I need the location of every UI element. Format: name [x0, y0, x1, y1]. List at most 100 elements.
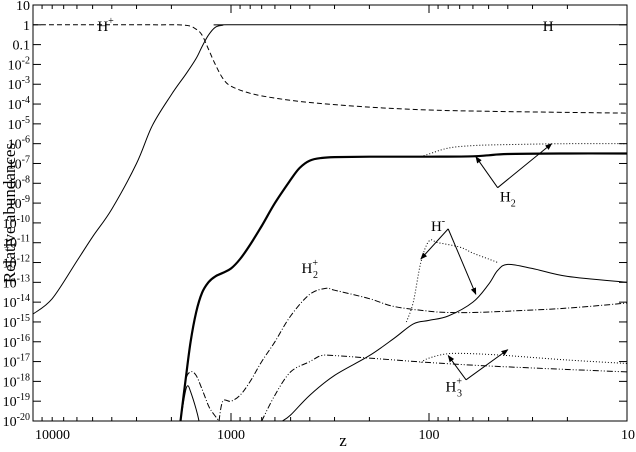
y-tick-base: 10	[3, 217, 17, 232]
annotation-arrow	[465, 349, 509, 381]
y-tick-exponent: -16	[17, 333, 30, 344]
annotation-sub: 2	[511, 199, 516, 210]
y-tick-exponent: -14	[17, 293, 30, 304]
y-tick-exponent: -2	[22, 55, 30, 66]
y-tick-label: 10	[16, 0, 30, 14]
y-tick-exponent: -15	[17, 313, 30, 324]
annotation-sup: +	[456, 377, 462, 388]
series-line-h2-thick	[179, 152, 628, 422]
y-tick-label: 10-12	[3, 254, 30, 272]
y-tick-label: 1	[23, 19, 30, 34]
annotation-base: H	[97, 19, 108, 35]
annotation-label: H+ 2	[302, 258, 319, 281]
annotation-arrow	[447, 228, 477, 295]
series-line-h3-dashdotdot	[261, 354, 628, 422]
annotation-label: H	[543, 19, 554, 35]
x-tick-label: 100	[419, 428, 440, 443]
y-tick-label: 10-5	[8, 115, 30, 133]
annotation-base: H	[302, 261, 313, 277]
x-axis-title: z	[339, 431, 347, 450]
annotation-arrow	[475, 156, 499, 188]
y-tick-base: 10	[8, 58, 22, 73]
y-tick-exponent: -13	[17, 273, 30, 284]
annotation-sup: +	[108, 16, 114, 27]
y-tick-label: 10-15	[3, 313, 30, 331]
y-tick-base: 10	[3, 257, 17, 272]
y-tick-exponent: -11	[17, 234, 30, 245]
series-line-h-	[282, 263, 628, 422]
y-tick-base: 10	[3, 336, 17, 351]
series-layer	[32, 24, 628, 422]
y-tick-label: 10-9	[8, 194, 30, 212]
annotation-arrow	[447, 355, 467, 381]
y-tick-label: 10-4	[8, 95, 30, 113]
y-tick-base: 10	[8, 177, 22, 192]
y-tick-label: 10-19	[3, 392, 30, 410]
y-tick-label: 10-17	[3, 353, 30, 371]
y-tick-base: 10	[3, 276, 17, 291]
y-tick-label: 10-3	[8, 75, 30, 93]
annotation-sup: -	[442, 216, 445, 227]
annotation-base: H	[431, 219, 442, 235]
y-tick-label: 10-16	[3, 333, 30, 351]
series-line-h2-main	[218, 287, 628, 422]
y-tick-label: 10-14	[3, 293, 30, 311]
y-tick-labels: 10-2010-1910-1810-1710-1610-1510-1410-13…	[3, 0, 30, 430]
y-tick-base: 10	[3, 356, 17, 371]
y-tick-base: 10	[8, 78, 22, 93]
series-line-h-	[32, 24, 628, 114]
annotation-label: H2	[500, 190, 516, 210]
x-tick-label: 10000	[35, 428, 70, 443]
y-tick-base: 10	[8, 197, 22, 212]
y-tick-label: 10-18	[3, 372, 30, 390]
y-tick-label: 10-13	[3, 273, 30, 291]
y-tick-label: 10-20	[3, 412, 30, 430]
annotation-label: H+ 3	[445, 377, 462, 400]
x-tick-label: 1000	[217, 428, 245, 443]
y-tick-exponent: -8	[22, 174, 30, 185]
y-tick-base: 10	[3, 316, 17, 331]
y-tick-base: 10	[3, 296, 17, 311]
annotation-base: H	[445, 380, 456, 396]
y-tick-base: 10	[8, 118, 22, 133]
x-tick-label: 10	[621, 428, 635, 443]
annotation-arrows	[420, 143, 553, 381]
y-tick-exponent: -19	[17, 392, 30, 403]
y-tick-exponent: -5	[22, 115, 30, 126]
y-tick-exponent: -20	[17, 412, 30, 423]
y-tick-label: 10-2	[8, 55, 30, 73]
y-tick-exponent: -12	[17, 254, 30, 265]
annotation-arrow	[420, 228, 449, 260]
y-tick-exponent: -10	[17, 214, 30, 225]
y-tick-exponent: -3	[22, 75, 30, 86]
y-tick-base: 10	[3, 395, 17, 410]
annotation-sub: 3	[457, 389, 462, 400]
annotation-base: H	[500, 190, 511, 206]
y-tick-exponent: -18	[17, 372, 30, 383]
y-tick-label: 10-7	[8, 154, 30, 172]
annotation-label: H-	[431, 216, 445, 235]
y-tick-base: 10	[8, 157, 22, 172]
y-tick-label: 10-11	[3, 234, 30, 252]
annotation-arrow	[497, 143, 553, 189]
y-axis-title: Relative abundances	[0, 143, 19, 283]
y-tick-label: 10-10	[3, 214, 30, 232]
series-line-h-dotted	[405, 239, 498, 323]
plot-area	[32, 4, 628, 422]
tick-marks	[32, 4, 628, 422]
x-tick-labels: 10000 1000 100 10	[35, 428, 635, 443]
annotation-sup: +	[312, 258, 318, 269]
y-tick-exponent: -4	[22, 95, 30, 106]
series-line-h3-dotted	[420, 352, 628, 364]
series-line-h2-	[180, 371, 220, 422]
y-tick-label: 10-8	[8, 174, 30, 192]
y-tick-exponent: -6	[22, 135, 30, 146]
y-tick-label: 0.1	[13, 39, 31, 54]
y-tick-base: 10	[8, 138, 22, 153]
y-tick-exponent: -7	[22, 154, 30, 165]
y-tick-base: 10	[3, 375, 17, 390]
annotation-base: H	[543, 19, 554, 35]
series-line-h	[32, 24, 627, 315]
